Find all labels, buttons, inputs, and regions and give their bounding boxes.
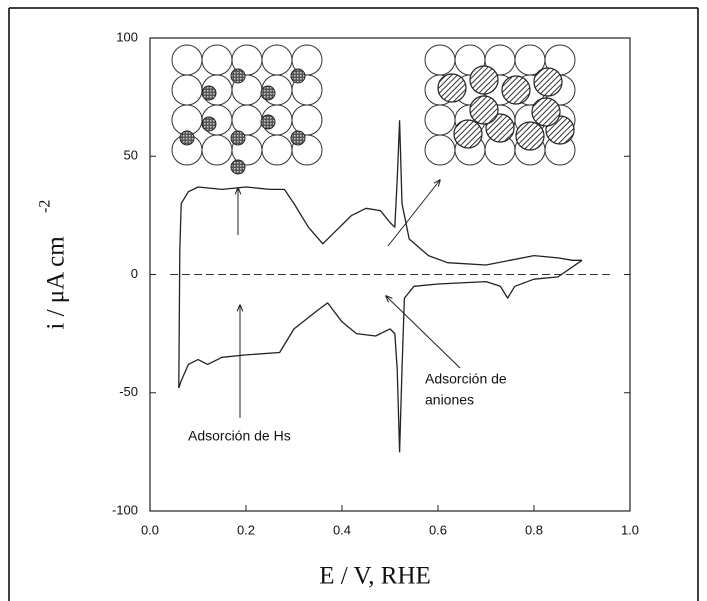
adsorbed-h xyxy=(179,130,195,146)
x-tick-label: 0.8 xyxy=(525,522,543,537)
arrow xyxy=(387,180,440,247)
atom xyxy=(261,44,293,76)
y-tick-label: -100 xyxy=(112,502,138,517)
arrows xyxy=(238,180,461,418)
x-tick-label: 0.6 xyxy=(429,522,447,537)
x-tick-label: 1.0 xyxy=(621,522,639,537)
atom xyxy=(201,44,233,76)
annotation: Adsorción de Hs xyxy=(188,428,291,444)
x-tick-label: 0.0 xyxy=(141,522,159,537)
y-axis-label-sup: -2 xyxy=(37,200,54,213)
y-tick-label: 100 xyxy=(116,29,138,44)
adsorbed-anion xyxy=(469,65,499,95)
y-tick-label: 50 xyxy=(124,148,138,163)
adsorbed-h xyxy=(230,130,246,146)
adsorbed-anion xyxy=(515,121,545,151)
atom xyxy=(261,134,293,166)
x-tick-label: 0.2 xyxy=(237,522,255,537)
adsorbed-anion xyxy=(531,97,561,127)
adsorbed-h xyxy=(290,130,306,146)
adsorbed-h xyxy=(230,68,246,84)
atom xyxy=(231,104,263,136)
adsorbed-h xyxy=(201,85,217,101)
annotation: Adsorción de xyxy=(425,371,507,387)
atom xyxy=(201,134,233,166)
atom xyxy=(291,104,323,136)
y-axis-label: i / μA cm xyxy=(43,236,70,330)
y-axis-label-group: i / μA cm -2 xyxy=(37,200,70,330)
annotation: aniones xyxy=(425,392,474,408)
adsorbed-anion xyxy=(453,119,483,149)
adsorbed-h xyxy=(260,114,276,130)
atom xyxy=(424,44,456,76)
cv-curve xyxy=(178,120,582,389)
atom xyxy=(171,74,203,106)
adsorbed-h xyxy=(201,116,217,132)
adsorbed-h xyxy=(230,159,246,175)
atom xyxy=(171,44,203,76)
atom xyxy=(424,104,456,136)
insets xyxy=(171,44,576,175)
adsorbed-anion xyxy=(501,75,531,105)
arrow xyxy=(386,296,461,369)
adsorbed-h xyxy=(290,68,306,84)
adsorbed-h xyxy=(260,85,276,101)
adsorbed-anion xyxy=(533,67,563,97)
y-tick-label: 0 xyxy=(131,266,138,281)
adsorbed-anion xyxy=(437,73,467,103)
x-tick-label: 0.4 xyxy=(333,522,351,537)
x-axis-label: E / V, RHE xyxy=(319,563,431,590)
atom xyxy=(424,134,456,166)
cv-curve xyxy=(178,259,583,453)
adsorbed-anion xyxy=(469,95,499,125)
y-tick-label: -50 xyxy=(119,384,138,399)
